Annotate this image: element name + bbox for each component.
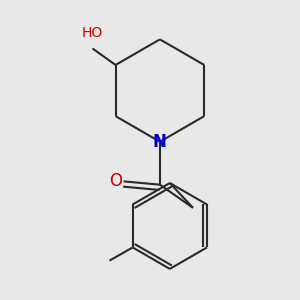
Text: HO: HO	[82, 26, 103, 40]
Text: O: O	[109, 172, 122, 190]
Text: N: N	[153, 133, 167, 151]
